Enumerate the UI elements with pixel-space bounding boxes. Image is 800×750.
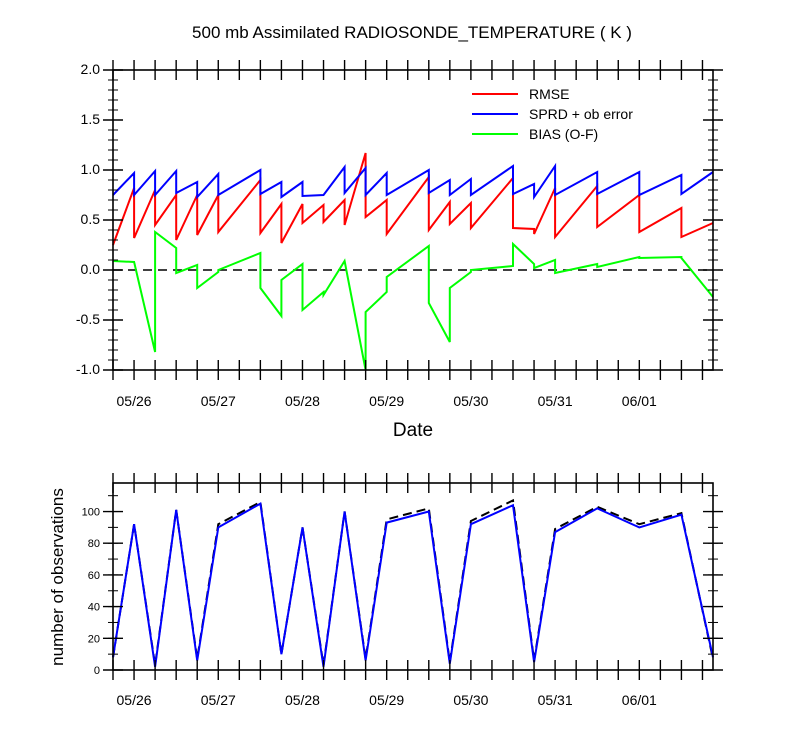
bottom-plot-frame (112, 482, 714, 671)
x-tick-label: 05/31 (538, 393, 573, 409)
y-tick-label: -1.0 (76, 361, 100, 377)
legend-label: BIAS (O-F) (529, 126, 598, 142)
y-tick-label: 20 (88, 633, 100, 645)
observation-lines (112, 498, 714, 667)
y-tick-label: 0.0 (81, 261, 101, 277)
y-tick-label: -0.5 (76, 311, 100, 327)
x-tick-label: 05/30 (453, 393, 488, 409)
x-tick-label: 05/31 (538, 692, 573, 708)
y-tick-label: 40 (88, 602, 100, 614)
series-line-possible (112, 498, 714, 666)
x-tick-label: 05/30 (453, 692, 488, 708)
series-line-assimilated (112, 502, 714, 667)
x-tick-label: 05/29 (369, 393, 404, 409)
x-tick-label: 05/29 (369, 692, 404, 708)
x-tick-label: 06/01 (622, 393, 657, 409)
x-tick-label: 05/28 (285, 692, 320, 708)
rmse-spread-bias-chart: 500 mb Assimilated RADIOSONDE_TEMPERATUR… (76, 23, 723, 441)
y-tick-label: 0.5 (81, 211, 101, 227)
series-line-bias-o-f (112, 229, 714, 371)
x-tick-label: 05/27 (201, 692, 236, 708)
x-tick-label: 05/26 (117, 393, 152, 409)
x-axis-label: Date (393, 420, 433, 441)
series-line-sprd-ob-error (112, 162, 714, 201)
bottom-axis-ticks: 0 20 40 60 80 100 05/26 05/27 05/28 05/29 05/30 05/… (82, 473, 723, 708)
y-tick-label: 0 (94, 665, 100, 677)
legend-label: RMSE (529, 86, 569, 102)
y-tick-label: 2.0 (81, 61, 101, 77)
chart-title: 500 mb Assimilated RADIOSONDE_TEMPERATUR… (192, 23, 632, 42)
x-tick-label: 05/27 (201, 393, 236, 409)
y-tick-label: 1.5 (81, 111, 101, 127)
observation-count-chart: 0 20 40 60 80 100 05/26 05/27 05/28 05/29 05/30 05/… (48, 473, 723, 708)
y-tick-label: 100 (82, 507, 100, 519)
x-tick-label: 06/01 (622, 692, 657, 708)
series-lines (112, 152, 714, 371)
series-line-rmse (112, 152, 714, 246)
x-tick-label: 05/26 (117, 692, 152, 708)
legend-label: SPRD + ob error (529, 106, 633, 122)
x-tick-label: 05/28 (285, 393, 320, 409)
y-tick-label: 80 (88, 538, 100, 550)
top-plot-frame (112, 69, 714, 371)
y-tick-label: 1.0 (81, 161, 101, 177)
legend: RMSE SPRD + ob error BIAS (O-F) (472, 86, 633, 142)
y-tick-label: 60 (88, 570, 100, 582)
y-axis-label: number of observations (48, 488, 67, 666)
